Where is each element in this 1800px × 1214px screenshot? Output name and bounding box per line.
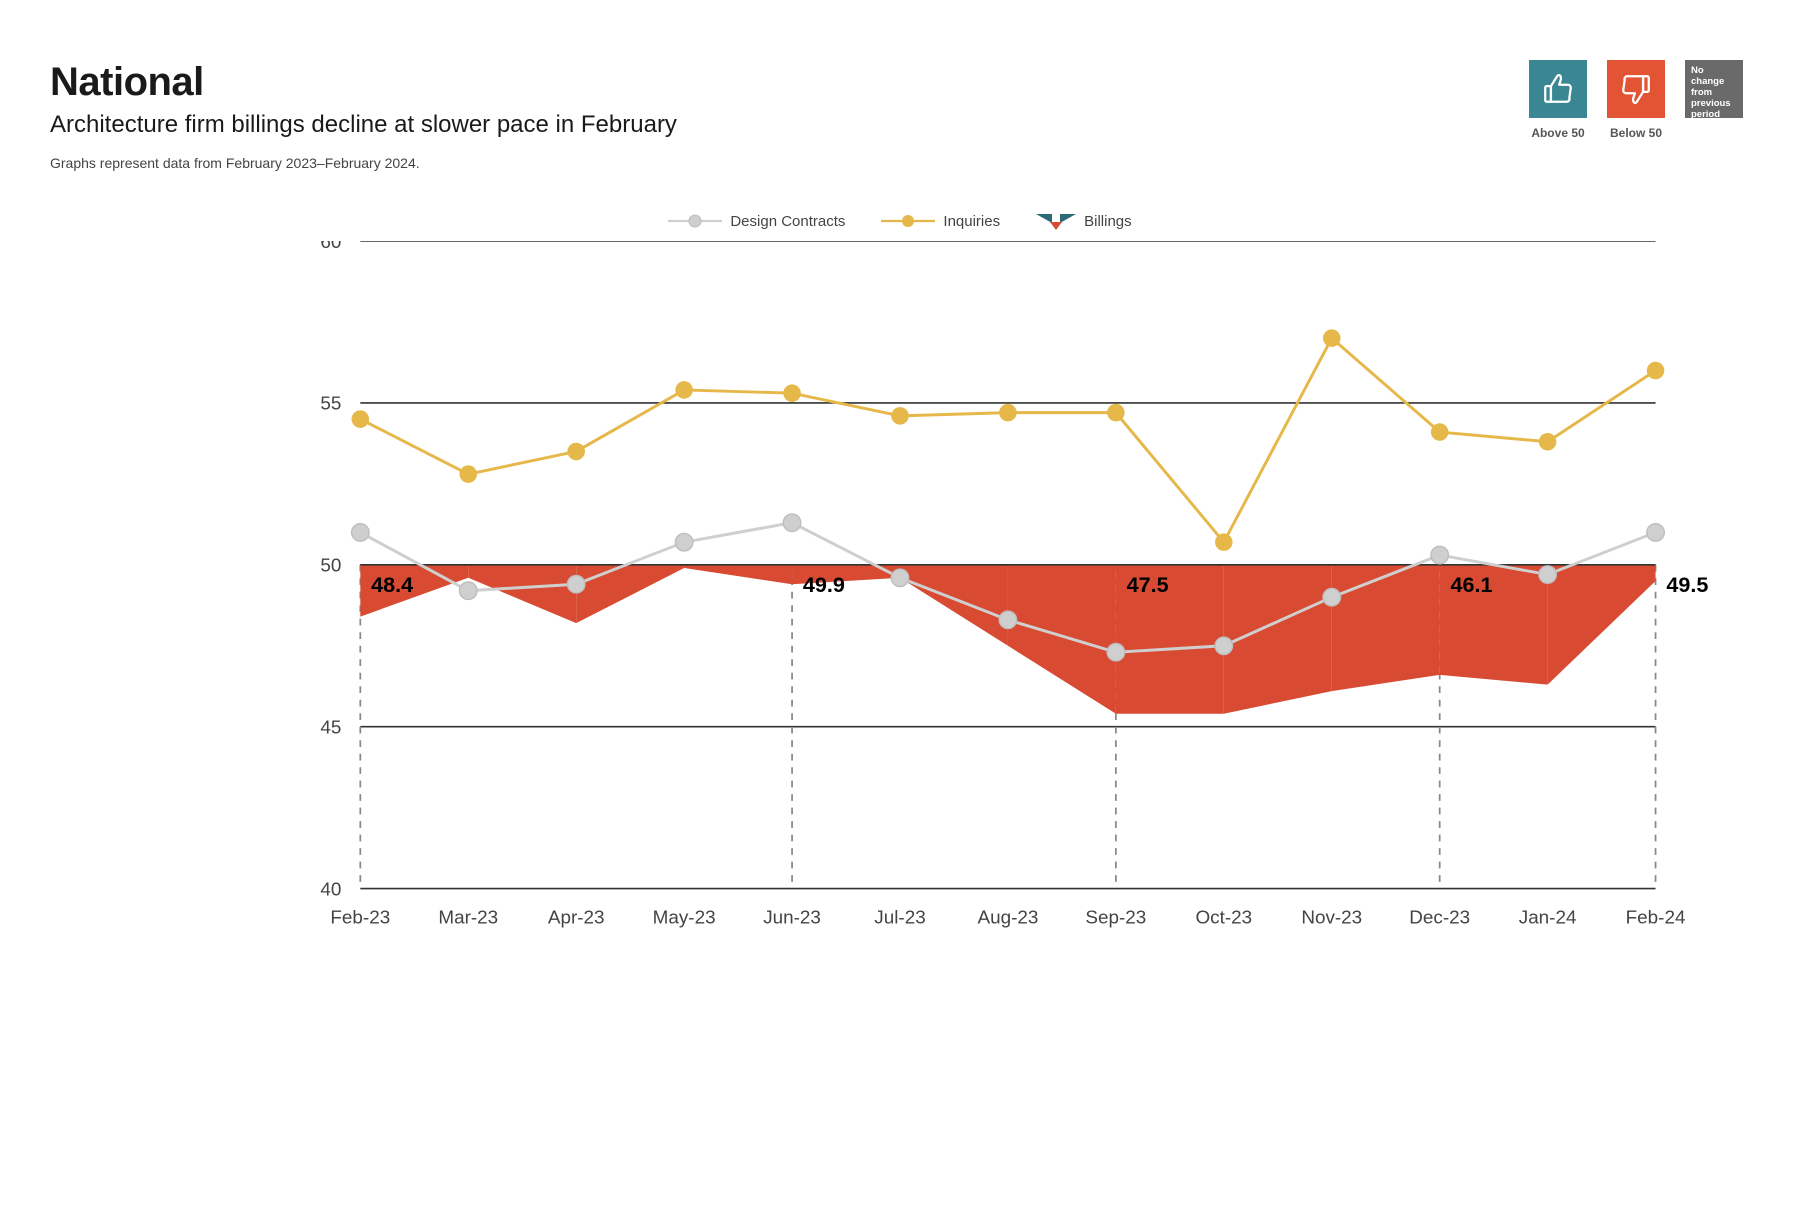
legend-design-contracts: Design Contracts bbox=[668, 211, 845, 231]
svg-text:May-23: May-23 bbox=[653, 908, 716, 929]
thumbs-down-icon bbox=[1607, 60, 1665, 118]
svg-text:Dec-23: Dec-23 bbox=[1409, 908, 1470, 929]
svg-text:55: 55 bbox=[320, 394, 341, 415]
badge-above-50: Above 50 bbox=[1522, 60, 1594, 140]
legend-inquiries-swatch bbox=[881, 214, 935, 228]
chart-area: Design Contracts Inquiries Billings 40 45… bbox=[50, 211, 1750, 956]
legend-billings-swatch bbox=[1036, 211, 1076, 231]
legend-billings-label: Billings bbox=[1084, 213, 1132, 230]
svg-text:Jul-23: Jul-23 bbox=[874, 908, 925, 929]
svg-text:50: 50 bbox=[320, 556, 341, 577]
header-row: National Architecture firm billings decl… bbox=[50, 60, 1750, 171]
svg-text:49.5: 49.5 bbox=[1666, 572, 1708, 597]
svg-text:46.1: 46.1 bbox=[1450, 572, 1492, 597]
status-badges: Above 50 Below 50 No change from previou… bbox=[1522, 60, 1750, 140]
legend-inquiries-label: Inquiries bbox=[943, 213, 1000, 230]
svg-text:47.5: 47.5 bbox=[1127, 572, 1169, 597]
svg-text:Aug-23: Aug-23 bbox=[977, 908, 1038, 929]
svg-text:60: 60 bbox=[320, 241, 341, 253]
svg-text:49.9: 49.9 bbox=[803, 572, 845, 597]
svg-text:Sep-23: Sep-23 bbox=[1085, 908, 1146, 929]
svg-text:Feb-23: Feb-23 bbox=[330, 908, 390, 929]
badge-above-label: Above 50 bbox=[1531, 126, 1584, 140]
svg-text:Oct-23: Oct-23 bbox=[1195, 908, 1252, 929]
page-title: National bbox=[50, 60, 677, 105]
badge-below-label: Below 50 bbox=[1610, 126, 1662, 140]
chart-svg: 40 45 50 55 60 48.4 49.9 47.5 46.1 49.5 Feb-23 Mar-… bbox=[50, 241, 1750, 956]
svg-text:Mar-23: Mar-23 bbox=[438, 908, 498, 929]
series-legend: Design Contracts Inquiries Billings bbox=[50, 211, 1750, 231]
svg-text:Nov-23: Nov-23 bbox=[1301, 908, 1362, 929]
legend-billings: Billings bbox=[1036, 211, 1132, 231]
thumbs-up-icon bbox=[1529, 60, 1587, 118]
title-block: National Architecture firm billings decl… bbox=[50, 60, 677, 171]
page-caption: Graphs represent data from February 2023… bbox=[50, 155, 677, 171]
page-subtitle: Architecture firm billings decline at sl… bbox=[50, 111, 677, 139]
svg-text:Jan-24: Jan-24 bbox=[1519, 908, 1577, 929]
svg-text:Apr-23: Apr-23 bbox=[548, 908, 605, 929]
legend-design-contracts-swatch bbox=[668, 214, 722, 228]
svg-text:Jun-23: Jun-23 bbox=[763, 908, 821, 929]
svg-text:40: 40 bbox=[320, 879, 341, 900]
svg-text:48.4: 48.4 bbox=[371, 572, 413, 597]
badge-no-change: No change from previous period bbox=[1678, 60, 1750, 140]
legend-design-contracts-label: Design Contracts bbox=[730, 213, 845, 230]
no-change-text: No change from previous period bbox=[1685, 60, 1743, 118]
legend-inquiries: Inquiries bbox=[881, 211, 1000, 231]
svg-text:45: 45 bbox=[320, 717, 341, 738]
svg-text:Feb-24: Feb-24 bbox=[1626, 908, 1686, 929]
badge-below-50: Below 50 bbox=[1600, 60, 1672, 140]
